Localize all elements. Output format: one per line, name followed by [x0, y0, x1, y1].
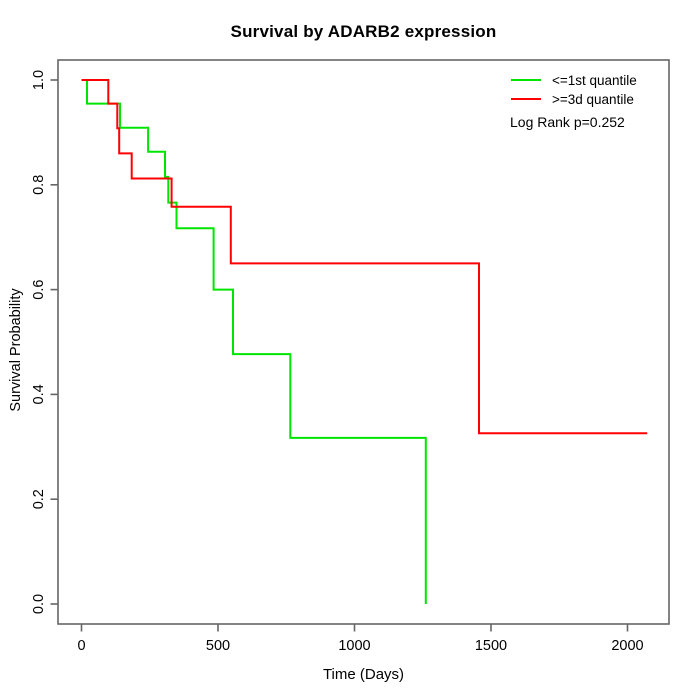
legend-entry-low: <=1st quantile [511, 72, 637, 88]
y-tick-label: 0.8 [31, 175, 47, 195]
y-tick-label: 1.0 [31, 70, 47, 90]
x-tick-label: 500 [206, 638, 230, 654]
plot-box [57, 59, 670, 625]
legend-label-high: >=3d quantile [552, 91, 634, 107]
red-line-swatch [511, 98, 541, 100]
legend: <=1st quantile >=3d quantile [511, 72, 637, 110]
y-tick-label: 0.6 [31, 280, 47, 300]
chart-title: Survival by ADARB2 expression [230, 22, 497, 41]
survival-curve-high-quantile [81, 79, 648, 435]
x-axis-label: Time (Days) [322, 666, 405, 683]
y-tick-label: 0.0 [31, 594, 47, 614]
x-tick-label: 0 [77, 638, 85, 654]
log-rank-pvalue: Log Rank p=0.252 [510, 114, 625, 130]
y-axis-label: Survival Probability [8, 288, 24, 412]
legend-entry-high: >=3d quantile [511, 91, 637, 107]
green-line-swatch [511, 79, 541, 81]
x-tick-label: 1000 [338, 638, 370, 654]
y-tick-label: 0.2 [31, 489, 47, 509]
x-tick-label: 1500 [475, 638, 507, 654]
y-tick-label: 0.4 [31, 384, 47, 404]
x-tick-label: 2000 [611, 638, 643, 654]
legend-label-low: <=1st quantile [552, 72, 637, 88]
survival-curve-low-quantile [81, 79, 427, 604]
